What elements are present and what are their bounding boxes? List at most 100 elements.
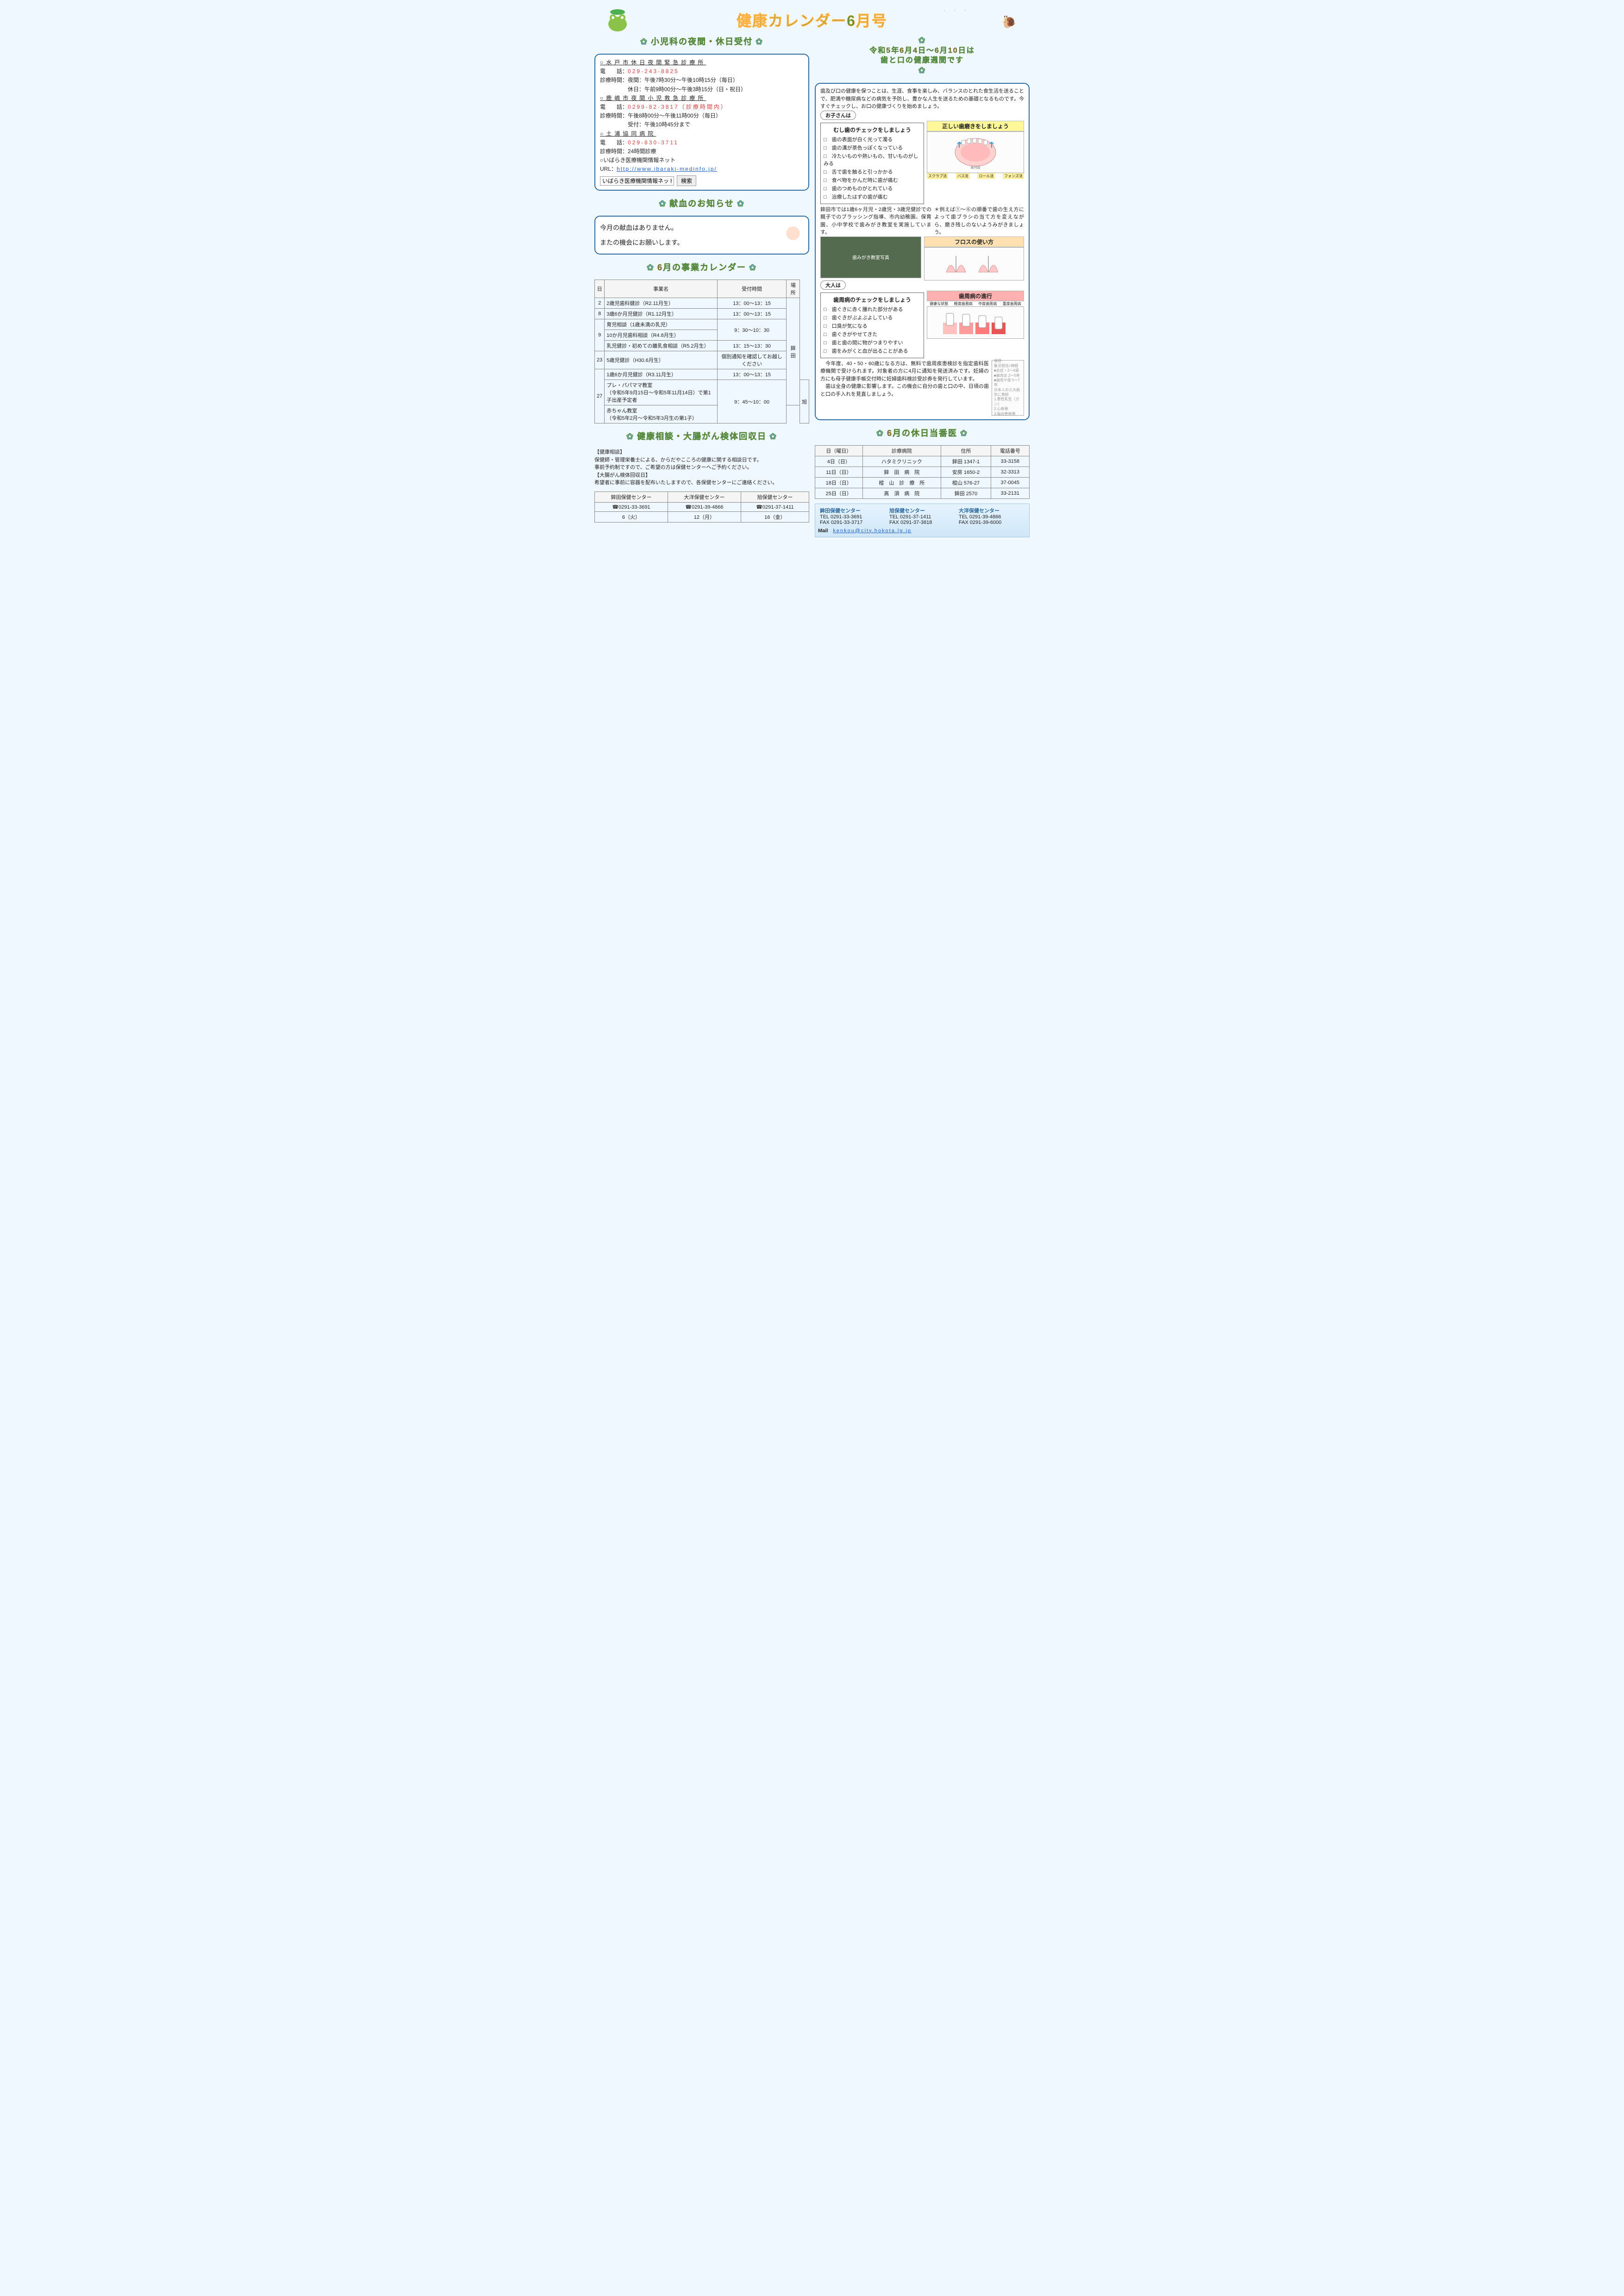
table-row: 4日（日）ハタミクリニック鉾田 1347-133-3158 [815,456,1030,467]
blood-line-2: またの機会にお願いします。 [600,235,804,250]
blood-box: 今月の献血はありません。 またの機会にお願いします。 [594,216,809,255]
hospital-phone: 電 話：029-830-3711 [600,138,804,147]
check-item: □ 歯ぐきに赤く腫れた部分がある [824,305,921,313]
teeth-diagram: 歯列図 [927,131,1024,173]
blood-line-1: 今月の献血はありません。 [600,220,804,235]
section-calendar-title: 6月の事業カレンダー [594,259,809,275]
table-row: 83歳6か月児健診（R1.12月生）13：00～13：15 [595,309,809,319]
svg-text:歯列図: 歯列図 [971,165,981,169]
url-label: URL： [600,166,617,172]
table-row: プレ・パパママ教室 （令和5年9月15日～令和5年11月14日）で第1子出産予定… [595,380,809,405]
cal-header: 日 [595,280,605,298]
check-item: □ 口臭が気になる [824,322,921,330]
classroom-photo: 歯みがき教室写真 [820,236,921,278]
floss-title: フロスの使い方 [924,236,1024,247]
section-pediatrics-title: 小児科の夜間・休日受付 [594,33,809,49]
consult-l2: 保健師・管理栄養士による、からだやこころの健康に関する相談日です。 [594,456,809,464]
brush-method-label: ロール法 [977,173,995,179]
table-row: 11日（日）鉾 田 病 院安房 1650-232-3313 [815,467,1030,477]
check-item: □ 歯のつめものがとれている [824,184,921,193]
frog-icon [604,7,631,35]
duty-header: 住所 [941,445,991,456]
check-item: □ 治療したはずの歯が痛む [824,193,921,201]
gum-stage-label: 軽度歯周病 [951,301,976,306]
floss-box: フロスの使い方 [924,236,1024,280]
hospital-hours: 診療時間：24時間診療 [600,147,804,156]
gum-diagram [927,306,1024,339]
consult-l3: 事前予約制ですので、ご希望の方は保健センターへご予約ください。 [594,464,809,472]
center-block: 大洋保健センターTEL 0291-39-4866FAX 0291-39-6000 [957,507,1026,525]
brush-title: 正しい歯磨きをしましょう [927,121,1024,131]
tag-child: お子さんは [820,111,856,120]
page-header: ' ' ' 🐌 健康カレンダー6月号 [594,5,1030,33]
hospital-phone: 電 話：029-243-8825 [600,67,804,76]
calendar-table: 日事業名受付時間場所 22歳児歯科健診（R2.11月生）13：00～13：15鉾… [594,280,809,423]
check-item: □ 歯ぐきがやせてきた [824,330,921,338]
consult-cell: ☎0291-39-4866 [668,502,741,511]
tooth-label: 日本人の三大病気に直結 [994,388,1022,398]
cal-header: 場所 [787,280,800,298]
tooth-label: 3.脳血管疾患 [994,412,1022,417]
table-row: 271歳6か月児健診（R3.11月生）13：00～13：15 [595,369,809,380]
raindrops-icon: ' ' ' [943,8,969,16]
gum-stage-label: 中度歯周病 [975,301,1000,306]
brush-box: 正しい歯磨きをしましょう 歯列図 スクラブ法バス法ロール法フォンズ法 [927,121,1024,206]
right-column: 令和5年6月4日～6月10日は 歯と口の健康週間です 歯及び口の健康を保つことは… [815,33,1030,537]
consult-cell: 12（月） [668,511,741,522]
hospital-hours: 受付：午後10時45分まで [600,120,804,129]
consult-cell: 旭保健センター [741,492,809,502]
check-item: □ 歯と歯の間に物がつまりやすい [824,338,921,347]
duty-header: 診療病院 [862,445,941,456]
child-check-title: むし歯のチェックをしましょう [824,126,921,134]
dental-title-l1: 令和5年6月4日～6月10日は [815,46,1030,56]
medinfo-url[interactable]: http://www.ibaraki-medinfo.jp/ [617,166,717,172]
mail-address[interactable]: kenkou@city.hokota.lg.jp [833,528,912,534]
brush-note: ＊例えば①～⑥の順番で歯の生え方によって歯ブラシの当て方を変えながら、磨き残しの… [934,206,1024,236]
snail-icon: 🐌 [1002,15,1017,29]
hospital-name: ○土浦協同病院 [600,130,804,138]
table-row: 9育児相談（1歳未満の乳児）9：30～10：30 [595,319,809,330]
consult-l5: 希望者に事前に容器を配布いたしますので、各保健センターにご連絡ください。 [594,479,809,487]
search-input[interactable] [600,176,674,186]
hospital-name: ○鹿嶋市夜間小児救急診療所 [600,94,804,103]
consult-h1: 【健康相談】 [594,448,809,456]
table-row: 乳児健診・初めての離乳食相談（R5.2月生）13：15～13：30 [595,341,809,351]
left-column: 小児科の夜間・休日受付 ○水戸市休日夜間緊急診療所電 話：029-243-882… [594,33,809,537]
duty-header: 電話番号 [991,445,1029,456]
tooth-label: ■歯肉や骨 5～7年 [994,378,1022,388]
pediatrics-box: ○水戸市休日夜間緊急診療所電 話：029-243-8825診療時間：夜間：午後7… [594,54,809,191]
dental-intro: 歯及び口の健康を保つことは、生涯、食事を楽しみ、バランスのとれた食生活を送ること… [820,87,1024,111]
tooth-label: 象牙質化=神経 [994,364,1022,368]
search-button[interactable]: 検索 [677,175,696,186]
tooth-label: ■歯肉炎 2～5年 [994,373,1022,378]
section-dental-title: 令和5年6月4日～6月10日は 歯と口の健康週間です [815,33,1030,78]
gum-stage-label: 重度歯周病 [1000,301,1024,306]
check-item: □ 食べ物をかんだ時に歯が痛む [824,176,921,184]
consult-cell: ☎0291-33-3691 [595,502,668,511]
dental-box: 歯及び口の健康を保つことは、生涯、食事を楽しみ、バランスのとれた食生活を送ること… [815,83,1030,420]
gum-stage-box: 歯周病の進行 健康な状態軽度歯周病中度歯周病重度歯周病 [927,291,1024,360]
section-blood-title: 献血のお知らせ [594,195,809,211]
table-row: 235歳児健診（H30.6月生）個別通知を確認してお越しください [595,351,809,369]
duty-header: 日（曜日） [815,445,863,456]
tooth-label: 歯随 [994,359,1022,363]
tooth-anatomy-diagram: 歯随象牙質化=神経■炎症・2～4週■歯肉炎 2～5年■歯肉や骨 5～7年日本人の… [992,360,1024,416]
dental-title-l2: 歯と口の健康週間です [815,56,1030,66]
check-item: □ 舌で歯を触ると引っかかる [824,168,921,176]
medinfo-label: ○いばらき医療機関情報ネット [600,156,804,165]
hospital-hours: 診療時間：午後8時00分～午後11時00分（毎日） [600,112,804,120]
table-row: 18日（日）樅 山 診 療 所樅山 576-2737-0045 [815,477,1030,488]
cal-header: 事業名 [605,280,717,298]
brush-method-label: スクラブ法 [927,173,948,179]
check-item: □ 歯をみがくと血が出ることがある [824,347,921,355]
gum-stage-label: 健康な状態 [927,301,951,306]
consult-h2: 【大腸がん検体回収日】 [594,472,809,479]
hospital-phone: 電 話：0299-82-3817（診療時間内） [600,103,804,112]
brush-method-label: バス法 [956,173,970,179]
consult-text: 【健康相談】 保健師・管理栄養士による、からだやこころの健康に関する相談日です。… [594,448,809,487]
tooth-label: ■炎症・2～4週 [994,368,1022,373]
consult-cell: 16（金） [741,511,809,522]
tag-adult: 大人は [820,280,846,290]
check-item: □ 歯ぐきがぶよぶよしている [824,313,921,322]
tooth-label: 1.悪性乳生（ガン） [994,397,1022,407]
